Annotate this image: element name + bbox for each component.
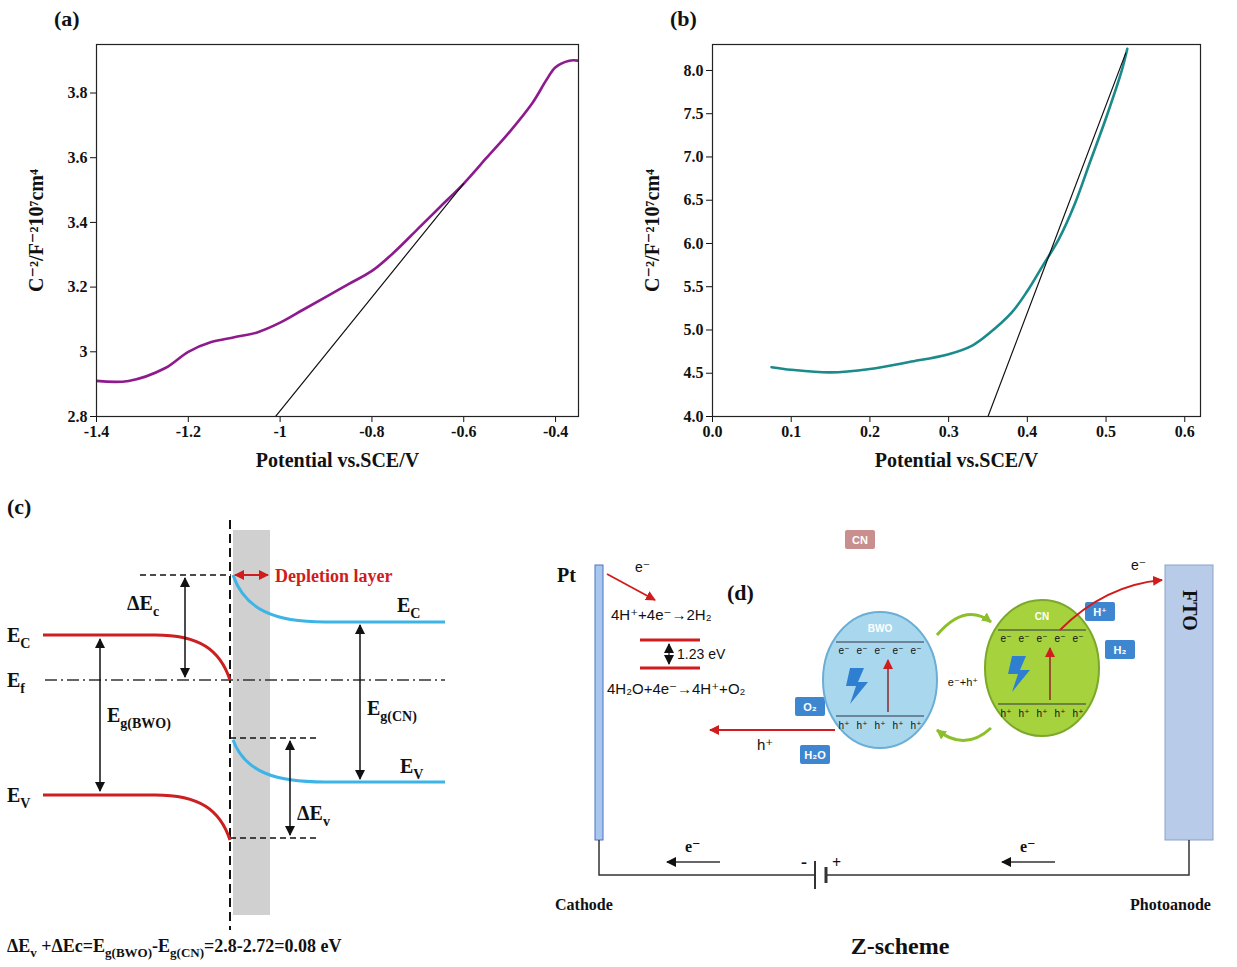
svg-text:e⁻: e⁻ — [911, 645, 922, 656]
svg-text:4H₂O+4e⁻→4H⁺+O₂: 4H₂O+4e⁻→4H⁺+O₂ — [607, 680, 746, 697]
svg-text:h⁺: h⁺ — [1073, 708, 1084, 719]
svg-text:h⁺: h⁺ — [911, 720, 922, 731]
svg-text:Eg(BWO): Eg(BWO) — [107, 704, 171, 732]
svg-text:h⁺: h⁺ — [1055, 708, 1066, 719]
svg-text:h⁺: h⁺ — [875, 720, 886, 731]
svg-text:3: 3 — [80, 343, 88, 360]
html-text:(a): (a) — [54, 6, 80, 31]
svg-text:5.5: 5.5 — [684, 278, 704, 295]
svg-text:CN: CN — [852, 534, 868, 546]
svg-text:0.3: 0.3 — [939, 423, 959, 440]
svg-text:Eg(CN): Eg(CN) — [367, 697, 417, 725]
svg-text:ΔEc: ΔEc — [127, 592, 159, 619]
svg-text:Potential vs.SCE/V: Potential vs.SCE/V — [875, 449, 1039, 471]
svg-text:h⁺: h⁺ — [839, 720, 850, 731]
html-text:(b): (b) — [670, 6, 697, 31]
svg-text:-1.4: -1.4 — [84, 423, 109, 440]
svg-text:0.0: 0.0 — [703, 423, 723, 440]
svg-text:e⁻: e⁻ — [685, 838, 701, 855]
svg-text:ΔEv +ΔEc=Eg(BWO)-Eg(CN)=2.8-2.: ΔEv +ΔEc=Eg(BWO)-Eg(CN)=2.8-2.72=0.08 eV — [7, 936, 342, 960]
svg-text:h⁺: h⁺ — [1001, 708, 1012, 719]
svg-text:(d): (d) — [727, 580, 754, 605]
svg-text:e⁻: e⁻ — [893, 645, 904, 656]
svg-text:5.0: 5.0 — [684, 321, 704, 338]
svg-text:e⁻: e⁻ — [635, 559, 650, 575]
svg-text:-0.4: -0.4 — [543, 423, 568, 440]
svg-text:FTO: FTO — [1179, 590, 1201, 631]
svg-text:Depletion layer: Depletion layer — [275, 566, 392, 586]
svg-text:e⁻+h⁺: e⁻+h⁺ — [948, 676, 978, 688]
svg-text:C⁻²/F⁻²10⁷cm⁴: C⁻²/F⁻²10⁷cm⁴ — [25, 169, 47, 292]
svg-text:e⁻: e⁻ — [1055, 633, 1066, 644]
svg-text:Ef: Ef — [7, 669, 25, 696]
svg-text:BWO: BWO — [868, 623, 893, 634]
svg-text:0.2: 0.2 — [860, 423, 880, 440]
svg-text:Pt: Pt — [557, 564, 576, 586]
svg-text:H⁺: H⁺ — [1093, 606, 1107, 618]
svg-text:7.5: 7.5 — [684, 105, 704, 122]
svg-text:7.0: 7.0 — [684, 148, 704, 165]
svg-text:-1: -1 — [273, 423, 286, 440]
svg-text:e⁻: e⁻ — [857, 645, 868, 656]
svg-text:EC: EC — [397, 594, 420, 621]
svg-text:3.8: 3.8 — [68, 84, 88, 101]
svg-text:0.5: 0.5 — [1096, 423, 1116, 440]
svg-text:EV: EV — [7, 784, 30, 811]
svg-text:O₂: O₂ — [803, 701, 817, 713]
svg-text:e⁻: e⁻ — [1020, 838, 1036, 855]
svg-text:Potential vs.SCE/V: Potential vs.SCE/V — [256, 449, 420, 471]
svg-text:(c): (c) — [7, 494, 31, 519]
svg-text:e⁻: e⁻ — [839, 645, 850, 656]
svg-text:EV: EV — [400, 755, 423, 782]
svg-text:-: - — [801, 852, 807, 872]
svg-text:EC: EC — [7, 624, 30, 651]
svg-text:e⁻: e⁻ — [1073, 633, 1084, 644]
svg-text:e⁻: e⁻ — [1131, 557, 1146, 573]
svg-text:0.1: 0.1 — [781, 423, 801, 440]
svg-text:3.2: 3.2 — [68, 278, 88, 295]
svg-text:h⁺: h⁺ — [757, 736, 773, 753]
svg-text:3.4: 3.4 — [68, 214, 88, 231]
svg-text:0.6: 0.6 — [1175, 423, 1195, 440]
svg-text:Photoanode: Photoanode — [1130, 896, 1211, 913]
svg-text:ΔEv: ΔEv — [297, 802, 330, 829]
svg-text:H₂: H₂ — [1114, 644, 1127, 656]
svg-text:-0.8: -0.8 — [359, 423, 384, 440]
svg-text:3.6: 3.6 — [68, 149, 88, 166]
svg-text:e⁻: e⁻ — [1001, 633, 1012, 644]
svg-text:+: + — [832, 854, 841, 871]
svg-text:CN: CN — [1035, 611, 1049, 622]
svg-text:6.5: 6.5 — [684, 191, 704, 208]
svg-text:e⁻: e⁻ — [1019, 633, 1030, 644]
svg-text:Z-scheme: Z-scheme — [851, 933, 950, 959]
svg-text:e⁻: e⁻ — [875, 645, 886, 656]
svg-text:H₂O: H₂O — [804, 749, 826, 761]
svg-text:8.0: 8.0 — [684, 62, 704, 79]
svg-text:-1.2: -1.2 — [176, 423, 201, 440]
svg-text:Cathode: Cathode — [555, 896, 613, 913]
svg-text:-0.6: -0.6 — [451, 423, 476, 440]
svg-text:1.23 eV: 1.23 eV — [677, 646, 726, 662]
svg-text:e⁻: e⁻ — [1037, 633, 1048, 644]
svg-text:h⁺: h⁺ — [1037, 708, 1048, 719]
svg-text:4.5: 4.5 — [684, 364, 704, 381]
svg-text:h⁺: h⁺ — [893, 720, 904, 731]
svg-text:C⁻²/F⁻²10⁷cm⁴: C⁻²/F⁻²10⁷cm⁴ — [641, 169, 663, 292]
svg-text:h⁺: h⁺ — [857, 720, 868, 731]
svg-text:2.8: 2.8 — [67, 407, 88, 425]
svg-text:4.0: 4.0 — [684, 408, 704, 425]
svg-text:0.4: 0.4 — [1017, 423, 1037, 440]
svg-text:4H⁺+4e⁻→2H₂: 4H⁺+4e⁻→2H₂ — [611, 606, 712, 623]
svg-text:6.0: 6.0 — [684, 235, 704, 252]
svg-text:h⁺: h⁺ — [1019, 708, 1030, 719]
